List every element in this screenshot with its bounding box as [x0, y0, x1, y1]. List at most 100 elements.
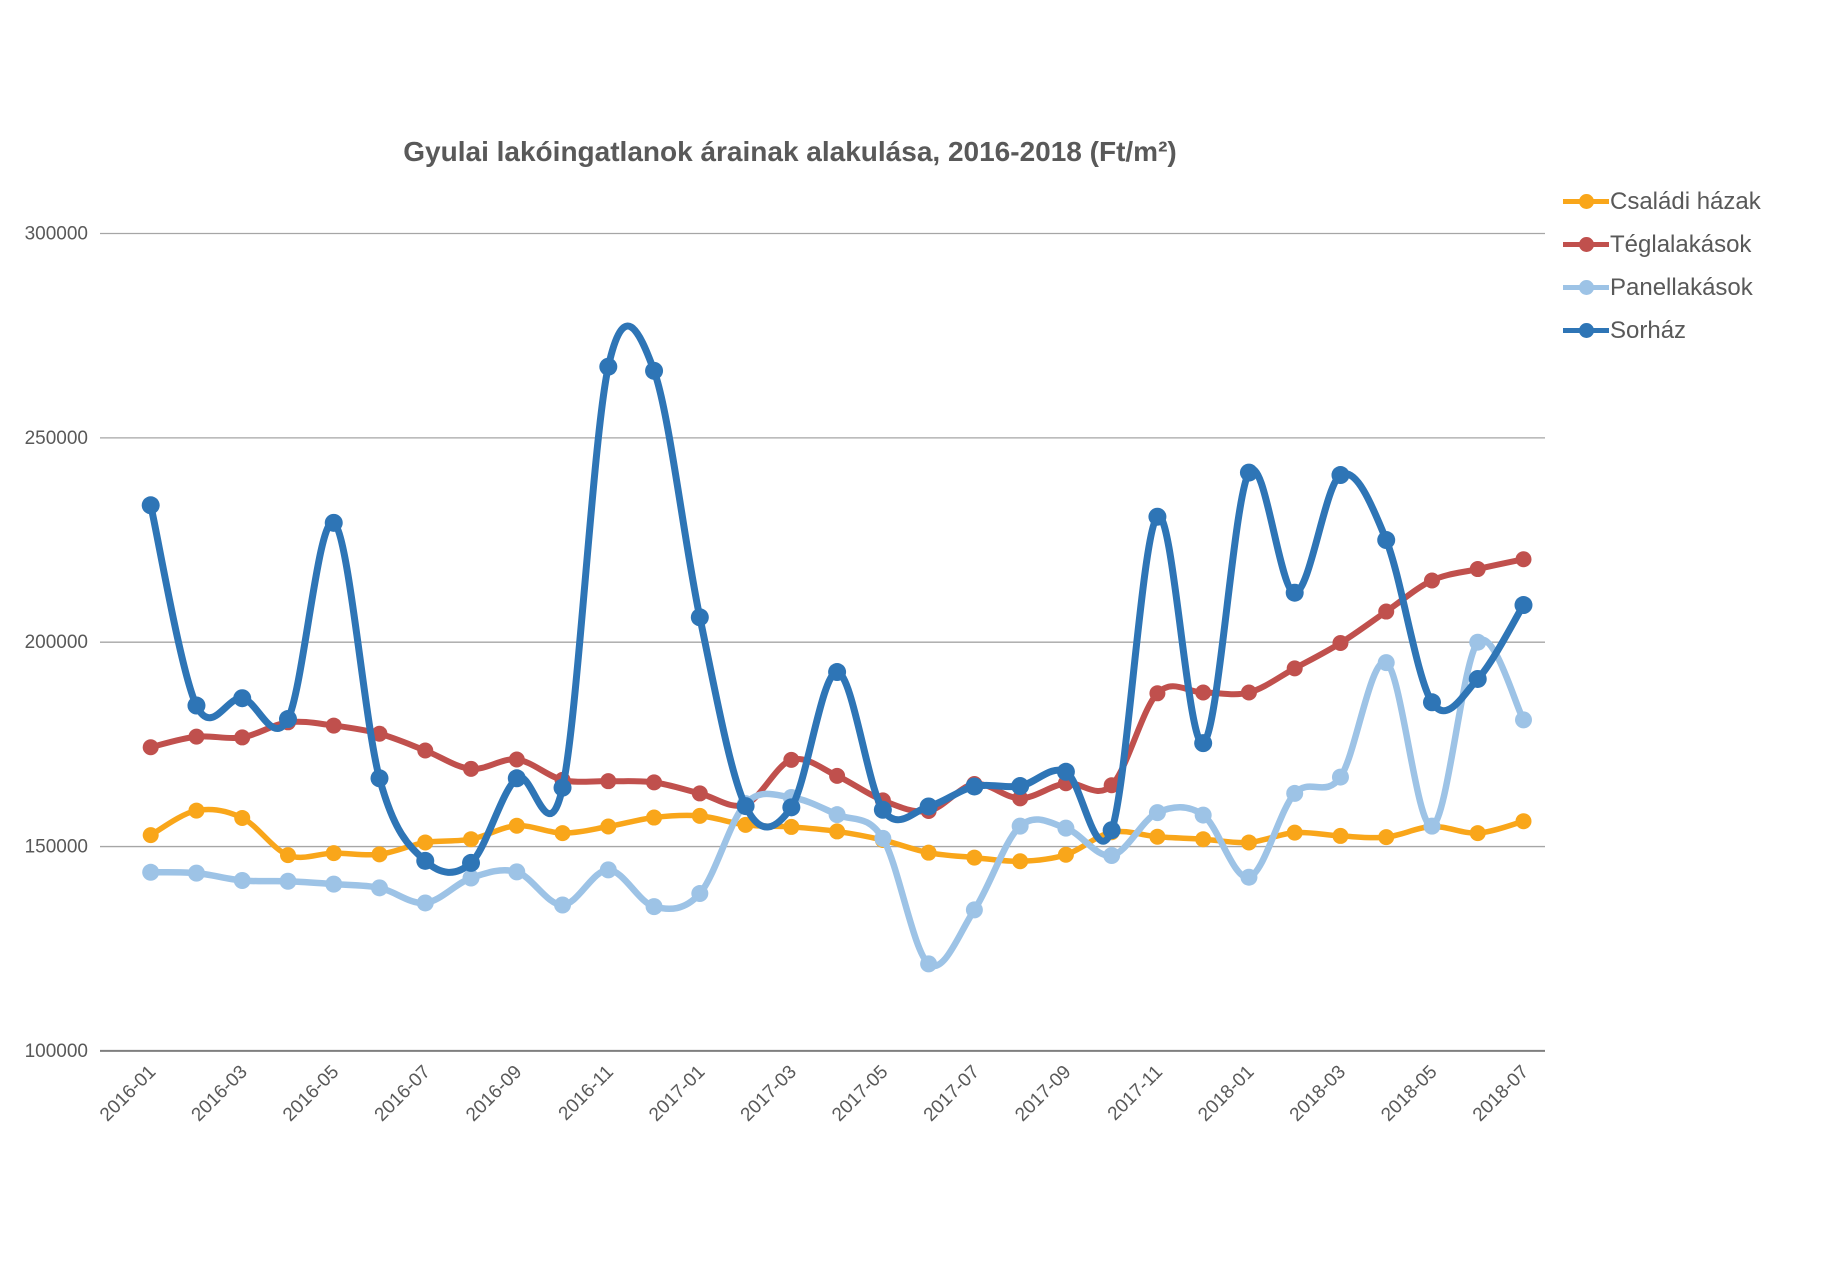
series-marker-Téglalakások	[1103, 777, 1120, 794]
legend-marker-icon	[1563, 237, 1609, 252]
series-marker-Téglalakások	[829, 767, 846, 784]
series-marker-Sorház	[187, 696, 206, 715]
series-marker-Téglalakások	[1195, 684, 1212, 701]
series-marker-Sorház	[1194, 734, 1213, 753]
series-marker-Sorház	[965, 777, 984, 796]
series-line-Panellakások	[147, 636, 1527, 970]
series-marker-Téglalakások	[1332, 635, 1349, 652]
y-axis-tick-label: 150000	[25, 837, 88, 858]
legend-item-sorhaz: Sorház	[1563, 309, 1761, 352]
series-marker-Sorház	[919, 797, 938, 816]
series-marker-Sorház	[1148, 507, 1167, 526]
series-marker-Panellakások	[325, 875, 343, 893]
series-marker-Családi házak	[1469, 825, 1486, 842]
series-marker-Sorház	[873, 800, 892, 819]
series-marker-Sorház	[370, 769, 389, 788]
series-marker-Panellakások	[1194, 806, 1212, 824]
series-marker-Családi házak	[1332, 827, 1349, 844]
series-marker-Panellakások	[599, 861, 617, 879]
series-marker-Sorház	[416, 851, 435, 870]
series-marker-Panellakások	[1515, 711, 1532, 729]
series-marker-Téglalakások	[646, 774, 663, 791]
series-marker-Sorház	[1422, 693, 1441, 712]
series-marker-Családi házak	[1012, 853, 1029, 870]
series-marker-Téglalakások	[142, 739, 159, 756]
series-marker-Panellakások	[874, 829, 892, 847]
series-marker-Téglalakások	[1240, 684, 1257, 701]
series-line-Sorház	[147, 322, 1527, 876]
series-marker-Családi házak	[1149, 828, 1166, 845]
series-marker-Panellakások	[1011, 817, 1029, 835]
series-marker-Panellakások	[1423, 817, 1441, 835]
series-marker-Családi házak	[966, 849, 983, 866]
series-marker-Családi házak	[234, 809, 251, 826]
series-marker-Panellakások	[462, 869, 480, 887]
series-marker-Panellakások	[965, 901, 983, 919]
series-marker-Panellakások	[142, 863, 160, 881]
series-marker-Panellakások	[416, 894, 434, 912]
series-marker-Családi házak	[920, 844, 937, 861]
series-marker-Sorház	[599, 357, 618, 376]
series-marker-Panellakások	[828, 806, 846, 824]
series-marker-Téglalakások	[1286, 660, 1303, 677]
series-marker-Sorház	[828, 663, 847, 682]
series-marker-Téglalakások	[1515, 551, 1532, 568]
series-marker-Sorház	[553, 778, 572, 797]
series-marker-Sorház	[1102, 821, 1121, 840]
series-marker-Panellakások	[371, 879, 388, 897]
series-marker-Panellakások	[920, 955, 938, 973]
x-axis-tick-label: 2018-05	[1377, 1062, 1441, 1126]
y-axis-tick-label: 250000	[25, 428, 88, 449]
series-marker-Sorház	[1239, 463, 1258, 482]
series-marker-Családi házak	[508, 817, 525, 834]
x-axis-tick-label: 2017-03	[737, 1062, 801, 1126]
series-marker-Családi házak	[1057, 846, 1074, 863]
x-axis-tick-label: 2017-11	[1104, 1062, 1167, 1125]
series-marker-Sorház	[507, 769, 526, 788]
series-marker-Családi házak	[737, 816, 754, 833]
chart-title: Gyulai lakóingatlanok árainak alakulása,…	[403, 136, 1177, 167]
series-marker-Téglalakások	[508, 751, 525, 768]
series-marker-Sorház	[278, 710, 297, 729]
x-axis-tick-label: 2018-03	[1286, 1062, 1350, 1126]
series-marker-Családi házak	[646, 809, 663, 826]
series-marker-Sorház	[1468, 669, 1487, 688]
legend-item-panellakasok: Panellakások	[1563, 266, 1761, 309]
series-marker-Téglalakások	[188, 728, 205, 745]
legend-marker-icon	[1563, 194, 1609, 209]
series-marker-Téglalakások	[600, 773, 617, 790]
series-marker-Téglalakások	[1012, 790, 1029, 807]
x-axis-tick-label: 2017-09	[1011, 1062, 1075, 1126]
legend-marker-icon	[1563, 280, 1609, 295]
series-marker-Téglalakások	[691, 785, 708, 802]
series-marker-Panellakások	[1240, 868, 1258, 886]
series-marker-Családi házak	[371, 846, 388, 863]
series-marker-Családi házak	[463, 831, 480, 848]
series-marker-Sorház	[233, 689, 252, 708]
series-marker-Családi házak	[1515, 813, 1532, 830]
series-marker-Téglalakások	[463, 760, 480, 777]
series-marker-Családi házak	[783, 818, 800, 835]
x-axis-tick-label: 2016-07	[371, 1062, 435, 1126]
series-marker-Panellakások	[1286, 784, 1304, 802]
series-marker-Téglalakások	[234, 729, 251, 746]
series-marker-Sorház	[736, 797, 755, 816]
series-marker-Családi házak	[554, 825, 571, 842]
y-axis-tick-label: 300000	[25, 224, 88, 245]
x-axis-tick-label: 2017-07	[920, 1062, 984, 1126]
series-marker-Panellakások	[1377, 654, 1395, 672]
series-marker-Sorház	[1285, 583, 1304, 602]
series-marker-Panellakások	[1103, 847, 1121, 865]
series-marker-Családi házak	[188, 802, 205, 819]
series-marker-Sorház	[1377, 531, 1396, 550]
series-marker-Családi házak	[1378, 829, 1395, 846]
x-axis-tick-label: 2017-05	[828, 1062, 892, 1126]
series-marker-Családi házak	[417, 834, 434, 851]
series-marker-Sorház	[324, 513, 343, 532]
series-marker-Sorház	[1514, 596, 1533, 615]
series-marker-Téglalakások	[783, 751, 800, 768]
series-marker-Sorház	[1331, 466, 1350, 485]
x-axis-tick-label: 2018-01	[1194, 1062, 1258, 1126]
chart-legend: Családi házak Téglalakások Panellakások …	[1563, 180, 1761, 352]
